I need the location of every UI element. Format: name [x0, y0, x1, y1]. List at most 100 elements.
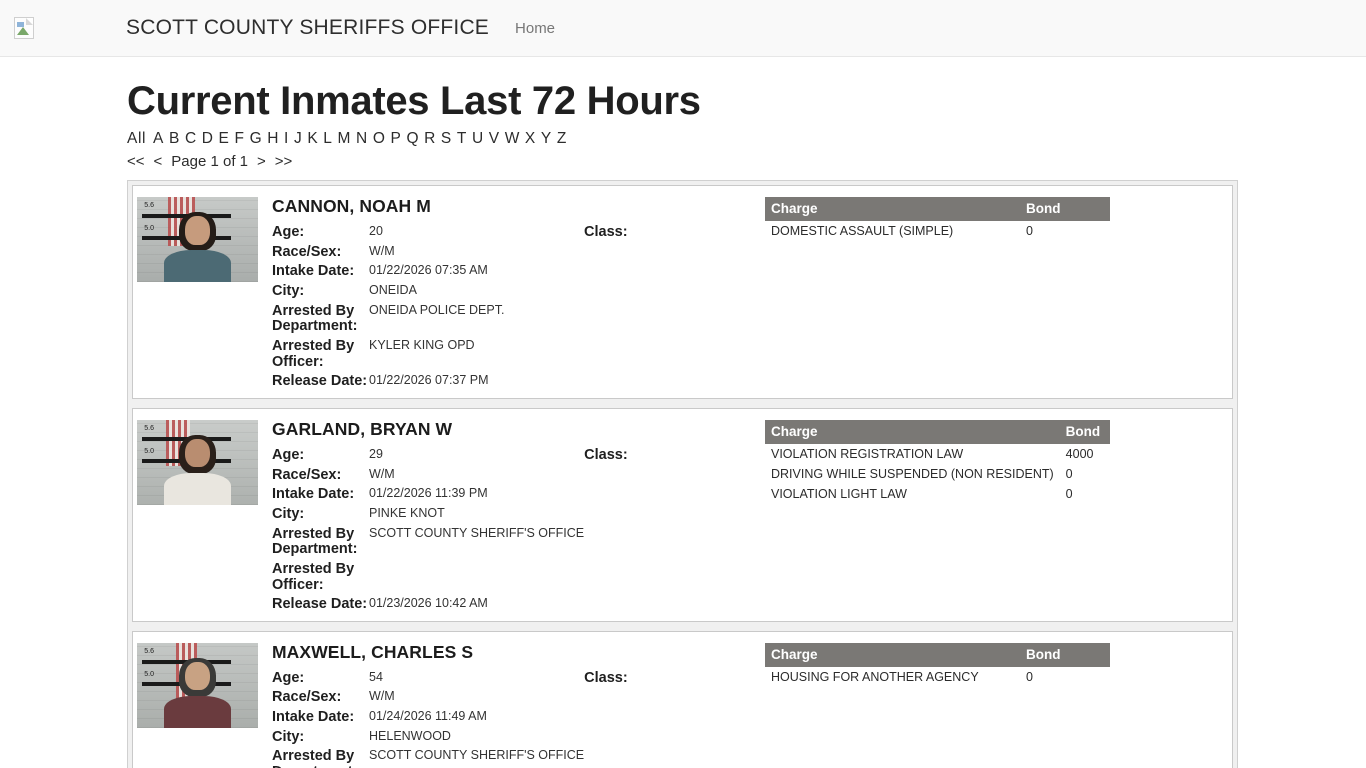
- alphabet-filter[interactable]: All A B C D E F G H I J K L M N O P Q R S T U V W X Y Z: [127, 130, 1366, 148]
- value-city: HELENWOOD: [369, 728, 451, 743]
- field-row-age: Age: 20 Class:: [272, 224, 628, 245]
- charge-bond-amount: 0: [1026, 224, 1033, 238]
- field-row-arrested-by-department: Arrested By Department: ONEIDA POLICE DEP…: [272, 302, 628, 339]
- height-tick-upper: 5.6: [144, 425, 154, 432]
- pager-status: Page 1 of 1: [171, 153, 249, 170]
- alpha-filter-w[interactable]: W: [504, 130, 520, 147]
- alpha-filter-all[interactable]: All: [127, 130, 147, 147]
- charge-row: VIOLATION REGISTRATION LAW 4000: [765, 444, 1110, 464]
- alpha-filter-q[interactable]: Q: [406, 130, 420, 147]
- charge-description: HOUSING FOR ANOTHER AGENCY: [771, 669, 979, 684]
- label-release-date: Release Date:: [272, 373, 368, 390]
- label-city: City:: [272, 728, 305, 745]
- inmate-summary: 5.6 5.0 CANNON, NOAH M Age: 20 Class: Race/Sex…: [137, 190, 765, 394]
- value-arrested-by-department: SCOTT COUNTY SHERIFF'S OFFICE: [369, 525, 585, 540]
- charge-bond-amount: 0: [1065, 466, 1073, 481]
- site-header: SCOTT COUNTY SHERIFFS OFFICE Home: [0, 0, 1366, 57]
- alpha-filter-e[interactable]: E: [218, 130, 230, 147]
- height-tick-lower: 5.0: [144, 225, 154, 233]
- charge-bond-amount: 0: [1065, 486, 1073, 501]
- alpha-filter-z[interactable]: Z: [556, 130, 567, 147]
- alpha-filter-o[interactable]: O: [372, 130, 386, 147]
- label-age: Age:: [272, 224, 305, 240]
- height-tick-lower: 5.0: [144, 447, 154, 455]
- label-arrested-by-department: Arrested By Department:: [272, 525, 358, 558]
- charge-description: DRIVING WHILE SUSPENDED (NON RESIDENT): [771, 466, 1054, 481]
- charge-description: DOMESTIC ASSAULT (SIMPLE): [771, 224, 954, 238]
- brand-title[interactable]: SCOTT COUNTY SHERIFFS OFFICE: [126, 16, 490, 39]
- alpha-filter-a[interactable]: A: [153, 130, 164, 147]
- alpha-filter-l[interactable]: L: [323, 130, 333, 147]
- charge-bond-amount: 4000: [1065, 446, 1094, 461]
- field-row-race-sex: Race/Sex: W/M: [272, 690, 628, 710]
- label-class: Class:: [584, 669, 628, 686]
- page-title: Current Inmates Last 72 Hours: [127, 79, 701, 123]
- alpha-filter-v[interactable]: V: [488, 130, 500, 147]
- inmate-mugshot[interactable]: 5.6 5.0: [137, 642, 258, 728]
- label-intake-date: Intake Date:: [272, 263, 355, 280]
- subject-torso: [163, 695, 232, 728]
- alpha-filter-g[interactable]: G: [249, 130, 263, 147]
- alpha-filter-n[interactable]: N: [356, 130, 368, 147]
- alpha-filter-x[interactable]: X: [524, 130, 536, 147]
- inmate-record-card: 5.6 5.0 GARLAND, BRYAN W Age: 29 Class: Race/S…: [132, 407, 1233, 622]
- inmate-field-table: Age: 20 Class: Race/Sex: W/M Intake Date: 01/2…: [272, 224, 628, 394]
- pager-first[interactable]: <<: [127, 153, 145, 170]
- value-age: 29: [369, 446, 383, 461]
- subject-torso: [163, 249, 232, 282]
- alpha-filter-t[interactable]: T: [456, 130, 467, 147]
- alpha-filter-m[interactable]: M: [337, 130, 352, 147]
- field-row-intake-date: Intake Date: 01/22/2026 11:39 PM: [272, 487, 628, 507]
- inmate-summary: 5.6 5.0 GARLAND, BRYAN W Age: 29 Class: Race/S…: [137, 413, 765, 617]
- inmate-summary: 5.6 5.0 MAXWELL, CHARLES S Age: 54 Class: Race…: [137, 636, 765, 768]
- subject-face: [185, 661, 210, 691]
- field-row-intake-date: Intake Date: 01/24/2026 11:49 AM: [272, 709, 628, 730]
- charges-column-charge: Charge: [765, 419, 1060, 444]
- alpha-filter-f[interactable]: F: [234, 130, 245, 147]
- label-arrested-by-department: Arrested By Department:: [272, 302, 358, 335]
- alpha-filter-s[interactable]: S: [440, 130, 452, 147]
- charges-table: Charge Bond HOUSING FOR ANOTHER AGENCY 0: [765, 642, 1110, 687]
- inmate-details: MAXWELL, CHARLES S Age: 54 Class: Race/Sex: W…: [258, 636, 765, 768]
- alpha-filter-k[interactable]: K: [307, 130, 319, 147]
- label-class: Class:: [584, 224, 628, 240]
- site-logo: [14, 17, 34, 39]
- inmate-mugshot[interactable]: 5.6 5.0: [137, 197, 258, 282]
- pager-next[interactable]: >: [257, 153, 266, 170]
- alpha-filter-p[interactable]: P: [390, 130, 402, 147]
- alpha-filter-u[interactable]: U: [471, 130, 484, 147]
- charges-column-bond: Bond: [1020, 197, 1110, 221]
- label-arrested-by-officer: Arrested By Officer:: [272, 337, 355, 370]
- value-race-sex: W/M: [369, 466, 395, 481]
- alpha-filter-y[interactable]: Y: [540, 130, 552, 147]
- inmate-name: CANNON, NOAH M: [272, 196, 431, 216]
- charges-section: Charge Bond VIOLATION REGISTRATION LAW 4000…: [765, 413, 1232, 617]
- broken-image-sky: [17, 22, 24, 27]
- pagination: << < Page 1 of 1 > >>: [127, 153, 1366, 170]
- label-age: Age:: [272, 669, 305, 686]
- label-release-date: Release Date:: [272, 596, 368, 613]
- charge-row: DOMESTIC ASSAULT (SIMPLE) 0: [765, 221, 1110, 241]
- label-city: City:: [272, 282, 305, 299]
- alpha-filter-i[interactable]: I: [284, 130, 289, 147]
- alpha-filter-c[interactable]: C: [184, 130, 197, 147]
- value-city: ONEIDA: [369, 282, 417, 297]
- pager-last[interactable]: >>: [274, 153, 293, 170]
- value-release-date: 01/23/2026 10:42 AM: [369, 596, 488, 611]
- inmate-mugshot[interactable]: 5.6 5.0: [137, 419, 258, 505]
- field-row-city: City: ONEIDA: [272, 282, 628, 304]
- value-age: 54: [369, 669, 383, 684]
- field-row-city: City: HELENWOOD: [272, 728, 628, 750]
- nav-link-home[interactable]: Home: [515, 19, 556, 37]
- height-tick-upper: 5.6: [144, 202, 154, 210]
- charge-row: VIOLATION LIGHT LAW 0: [765, 484, 1110, 504]
- alpha-filter-h[interactable]: H: [267, 130, 280, 147]
- alpha-filter-b[interactable]: B: [168, 130, 180, 147]
- alpha-filter-j[interactable]: J: [293, 130, 303, 147]
- value-race-sex: W/M: [369, 243, 395, 258]
- alpha-filter-d[interactable]: D: [201, 130, 214, 147]
- pager-prev[interactable]: <: [153, 153, 163, 170]
- inmate-record-card: 5.6 5.0 CANNON, NOAH M Age: 20 Class: Race/Sex…: [132, 185, 1233, 399]
- label-age: Age:: [272, 446, 305, 463]
- alpha-filter-r[interactable]: R: [424, 130, 436, 147]
